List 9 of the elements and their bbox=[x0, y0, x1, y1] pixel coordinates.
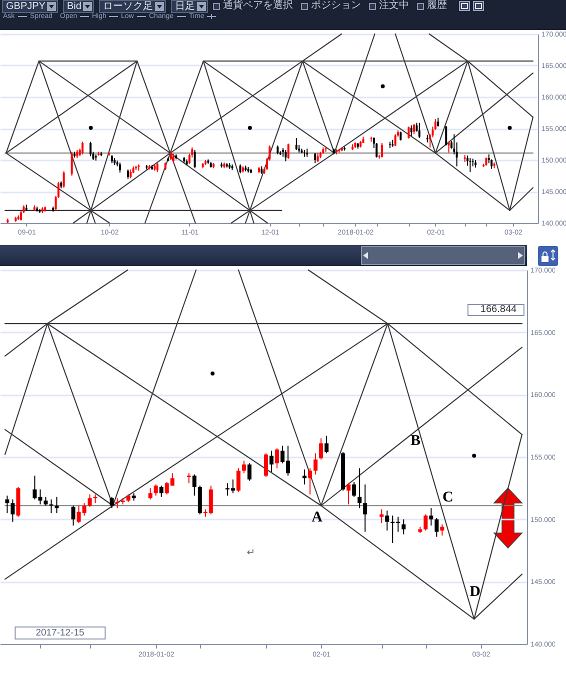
text: 通貨ペアを選択 bbox=[223, 0, 293, 12]
dropdown: 日足 bbox=[171, 0, 208, 13]
text: ポジション bbox=[311, 0, 361, 12]
dropdown: GBPJPY bbox=[2, 0, 58, 13]
price-tag: 166.844 bbox=[467, 304, 525, 316]
dropdown: Bid bbox=[63, 0, 94, 13]
dropdown: ローソク足 bbox=[99, 0, 166, 13]
date-tag: 2017-12-15 bbox=[14, 626, 106, 640]
text: 履歴 bbox=[427, 0, 447, 12]
